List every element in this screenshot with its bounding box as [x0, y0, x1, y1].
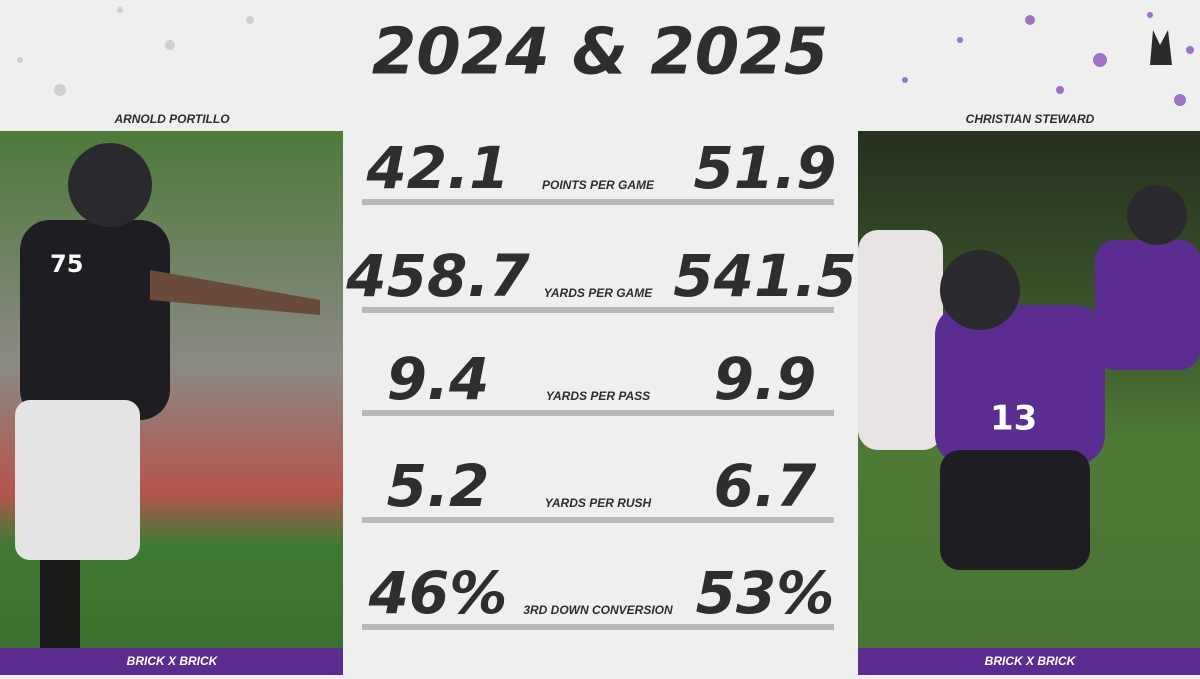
footer-bar — [0, 648, 343, 675]
svg-text:75: 75 — [50, 250, 83, 278]
stat-label: POINTS PER GAME — [542, 178, 655, 192]
player-figure: 13 — [858, 185, 1200, 570]
title: 2024 & 2025 — [372, 16, 829, 90]
divider — [362, 410, 834, 416]
divider — [362, 517, 834, 523]
stat-left: 5.2 — [387, 452, 490, 520]
splatter — [902, 12, 1194, 106]
footer-bar — [858, 648, 1200, 675]
stat-right: 53% — [696, 559, 835, 627]
splatter-gray — [17, 7, 254, 96]
stat-right: 9.9 — [714, 345, 817, 413]
player-name: CHRISTIAN STEWARD — [966, 112, 1095, 126]
stat-right: 6.7 — [714, 452, 817, 520]
divider — [362, 307, 834, 313]
divider — [362, 624, 834, 630]
stat-label: YARDS PER GAME — [544, 286, 653, 300]
stat-label: 3RD DOWN CONVERSION — [523, 603, 673, 617]
stat-right: 541.5 — [673, 242, 856, 310]
stat-left: 42.1 — [365, 134, 509, 202]
footer-label: BRICK X BRICK — [127, 654, 219, 668]
stat-left: 458.7 — [345, 242, 530, 310]
divider — [362, 199, 834, 205]
footer-label: BRICK X BRICK — [985, 654, 1077, 668]
logo — [1150, 30, 1172, 65]
stat-left: 9.4 — [387, 345, 490, 413]
stat-label: YARDS PER RUSH — [545, 496, 652, 510]
stat-right: 51.9 — [693, 134, 836, 202]
player-figure: 75 — [15, 143, 320, 648]
stat-label: YARDS PER PASS — [546, 389, 650, 403]
player-name: ARNOLD PORTILLO — [113, 112, 230, 126]
svg-text:13: 13 — [990, 399, 1037, 439]
stat-left: 46% — [368, 559, 508, 627]
